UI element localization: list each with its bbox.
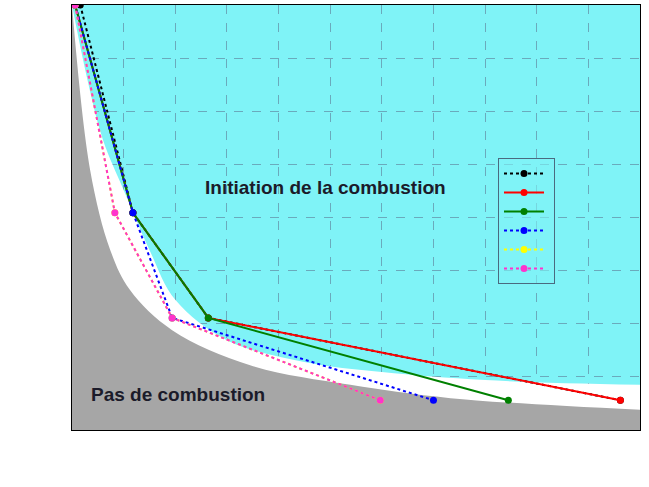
svg-text:Initiation de la combustion: Initiation de la combustion xyxy=(205,177,446,198)
svg-text:Pas de combustion: Pas de combustion xyxy=(91,384,265,405)
